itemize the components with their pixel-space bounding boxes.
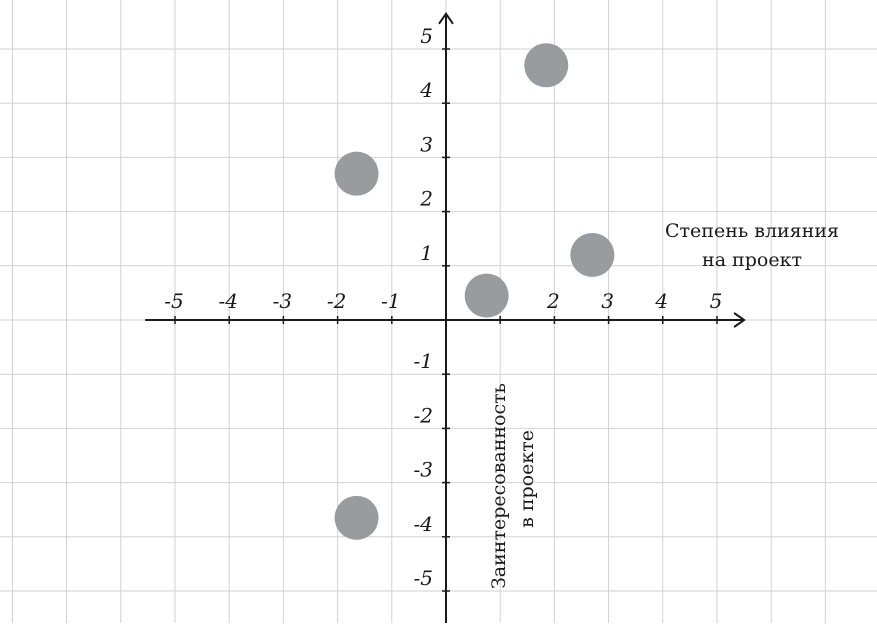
x-axis-arrow <box>733 312 746 328</box>
y-tick-label: -1 <box>414 349 433 373</box>
y-tick-label: 2 <box>419 187 433 211</box>
x-tick-label: 2 <box>546 289 560 313</box>
x-tick-label: -1 <box>381 289 400 313</box>
y-axis-label: Заинтересованность в проекте <box>488 383 538 589</box>
x-axis-label-line: Степень влияния <box>665 220 839 242</box>
y-tick-label: -2 <box>414 403 433 427</box>
data-point <box>334 151 379 196</box>
y-tick-label: 5 <box>420 24 433 48</box>
x-tick-label: 5 <box>710 289 723 313</box>
data-point <box>524 43 569 88</box>
axis-labels: Степень влияния на проект Заинтересованнос… <box>488 220 839 589</box>
x-tick-label: 3 <box>601 289 614 313</box>
data-point <box>464 273 509 318</box>
y-tick-label: 4 <box>419 78 433 102</box>
y-tick-label: -3 <box>414 458 433 482</box>
y-axis-label-line: в проекте <box>516 430 538 528</box>
tick-labels: -5 -4 -3 -2 -1 2 3 4 5 5 4 3 2 1 -1 -2 -3 -4 -5 <box>164 24 722 590</box>
y-tick-label: -4 <box>414 512 433 536</box>
y-axis-arrow <box>438 12 454 25</box>
x-tick-label: -4 <box>218 289 237 313</box>
y-axis-label-line: Заинтересованность <box>488 383 510 589</box>
data-points <box>334 43 615 540</box>
x-axis-label-line: на проект <box>702 249 802 271</box>
x-tick-label: -2 <box>327 289 346 313</box>
y-tick-label: -5 <box>414 566 433 590</box>
x-tick-label: -5 <box>164 289 183 313</box>
y-tick-label: 3 <box>420 132 433 156</box>
x-tick-label: 4 <box>654 289 668 313</box>
x-axis-label: Степень влияния на проект <box>665 220 839 271</box>
axes <box>145 12 746 623</box>
data-point <box>334 495 379 540</box>
x-tick-label: -3 <box>273 289 292 313</box>
y-tick-label: 1 <box>420 241 433 265</box>
data-point <box>570 232 615 277</box>
